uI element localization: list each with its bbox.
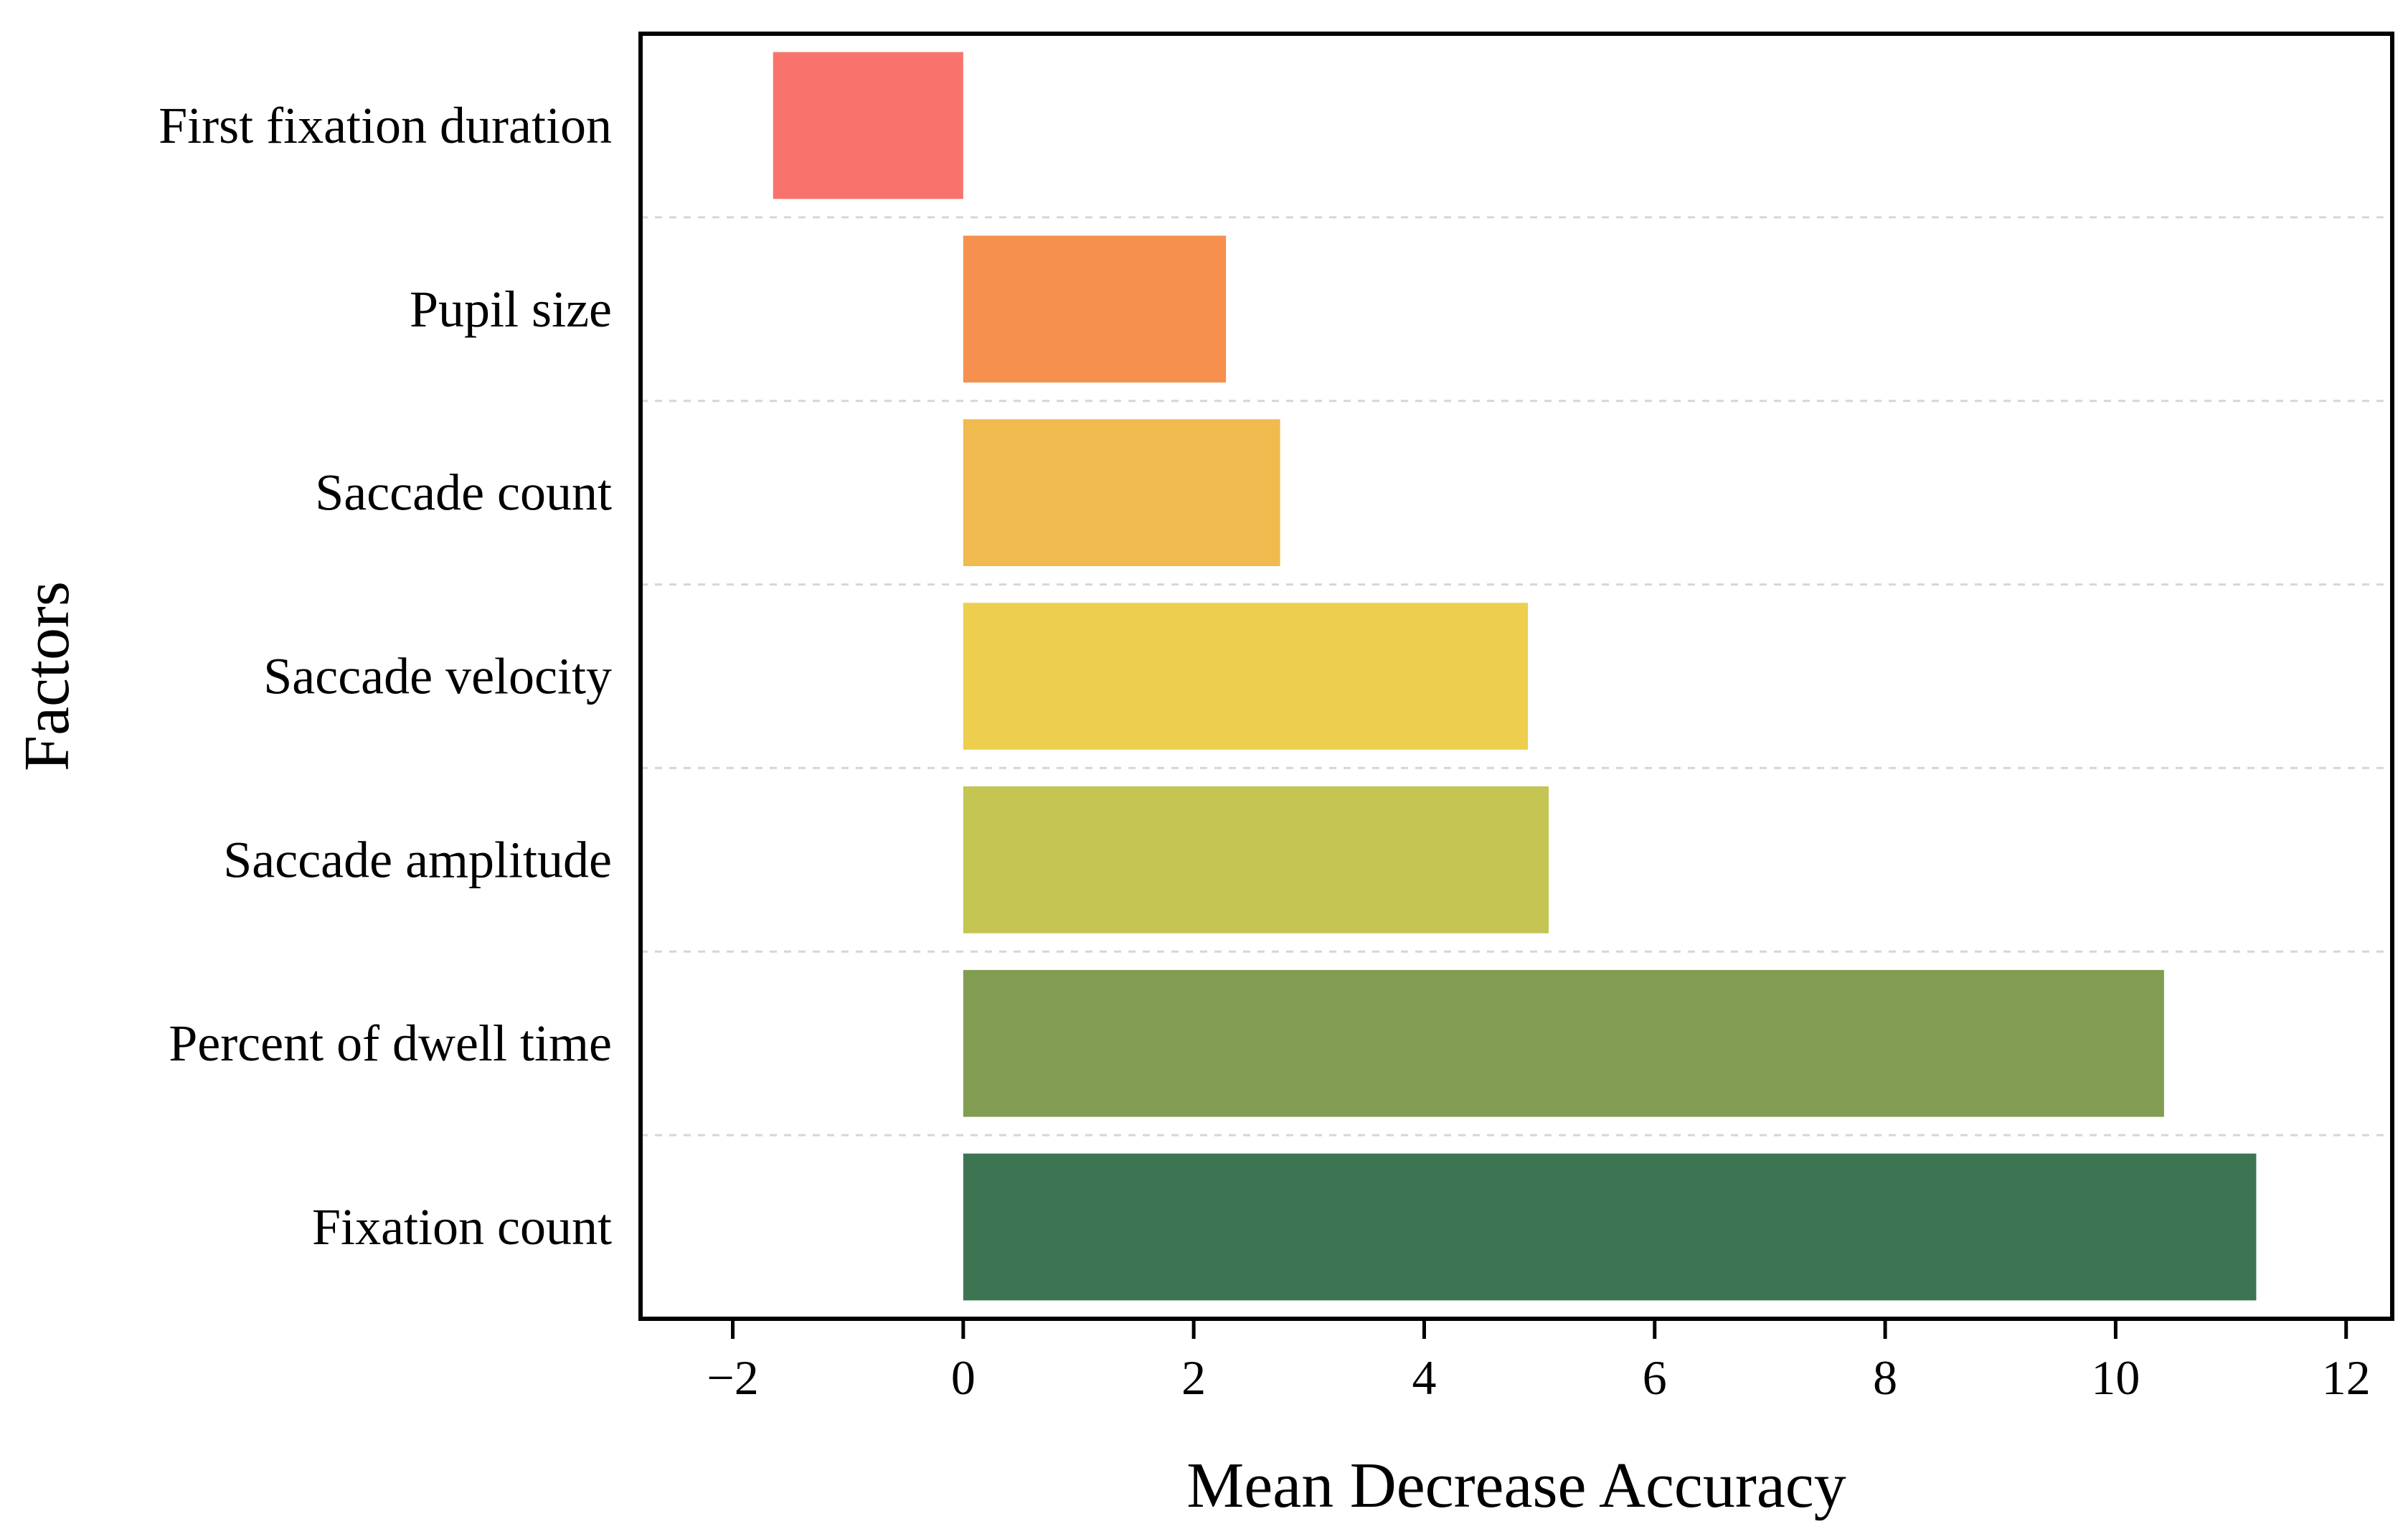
bars [773, 52, 2257, 1301]
category-label: Fixation count [312, 1198, 612, 1256]
bar-saccade-amplitude [963, 786, 1549, 933]
x-tick-label: 2 [1181, 1350, 1206, 1405]
category-label: Saccade amplitude [223, 831, 612, 888]
y-axis-title: Factors [11, 581, 82, 771]
x-tick-label: 12 [2322, 1350, 2371, 1405]
x-tick-label: 4 [1412, 1350, 1436, 1405]
x-tick-label: 6 [1643, 1350, 1667, 1405]
category-label: Saccade velocity [263, 648, 612, 705]
category-label: Saccade count [315, 464, 612, 522]
x-axis-title: Mean Decrease Accuracy [1186, 1450, 1846, 1521]
category-label: Percent of dwell time [169, 1015, 612, 1072]
bar-saccade-velocity [963, 603, 1529, 750]
category-label: Pupil size [410, 281, 612, 338]
x-tick-label: 8 [1873, 1350, 1897, 1405]
bar-first-fixation-duration [773, 52, 963, 199]
grid-lines [641, 216, 2392, 1137]
category-label: First fixation duration [159, 97, 612, 154]
x-tick-label: 0 [951, 1350, 976, 1405]
bar-saccade-count [963, 419, 1280, 566]
plot-frame [638, 32, 2394, 1321]
y-axis-category-labels: First fixation duration Pupil size Saccade… [159, 97, 612, 1256]
bar-pupil-size [963, 235, 1227, 383]
bar-percent-of-dwell-time [963, 969, 2164, 1117]
x-tick-label: 10 [2091, 1350, 2140, 1405]
bar-fixation-count [963, 1153, 2257, 1301]
x-tick-label: −2 [707, 1350, 758, 1405]
x-axis-ticks: −2 0 2 4 6 8 10 12 [707, 1319, 2371, 1405]
